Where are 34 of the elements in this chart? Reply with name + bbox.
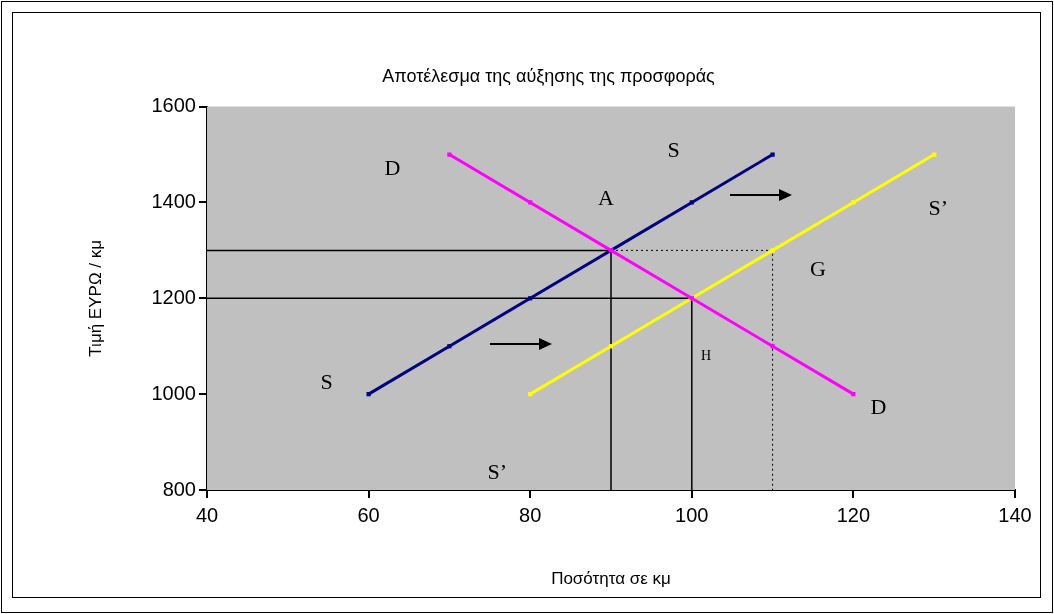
x-tick-label: 60 xyxy=(357,503,380,526)
text: S’ xyxy=(487,458,507,484)
point xyxy=(851,392,856,397)
text: D xyxy=(384,155,401,181)
y-tick-label: 1000 xyxy=(151,381,196,404)
x-tick-label: 80 xyxy=(519,503,542,526)
y-tick-label: 1400 xyxy=(151,189,196,212)
y-axis-title: Τιμή ΕΥΡΩ / κμ xyxy=(85,239,105,357)
y-tick-label: 800 xyxy=(162,477,196,500)
x-tick-label: 140 xyxy=(998,503,1032,526)
point xyxy=(851,200,856,205)
annotation: H xyxy=(700,347,712,363)
series-label: S’ xyxy=(928,195,948,221)
chart-title: Αποτέλεσμα της αύξησης της προσφοράς xyxy=(382,65,716,86)
point xyxy=(770,248,775,253)
y-tick-label: 1600 xyxy=(151,94,196,117)
annotation: G xyxy=(810,255,827,281)
point xyxy=(528,200,533,205)
point xyxy=(770,152,775,157)
y-tick-label: 1200 xyxy=(151,285,196,308)
point xyxy=(447,344,452,349)
x-tick-label: 120 xyxy=(836,503,871,526)
point xyxy=(689,200,694,205)
point xyxy=(366,392,371,397)
series-label: S xyxy=(320,368,333,394)
point xyxy=(447,152,452,157)
x-tick-label: 40 xyxy=(195,503,219,526)
x-tick-label: 100 xyxy=(675,503,709,526)
annotation: A xyxy=(598,184,615,210)
point xyxy=(932,152,937,157)
point xyxy=(770,344,775,349)
text: S xyxy=(667,137,680,163)
series-label: D xyxy=(870,393,887,419)
x-axis-title: Ποσότητα σε κμ xyxy=(551,569,671,589)
